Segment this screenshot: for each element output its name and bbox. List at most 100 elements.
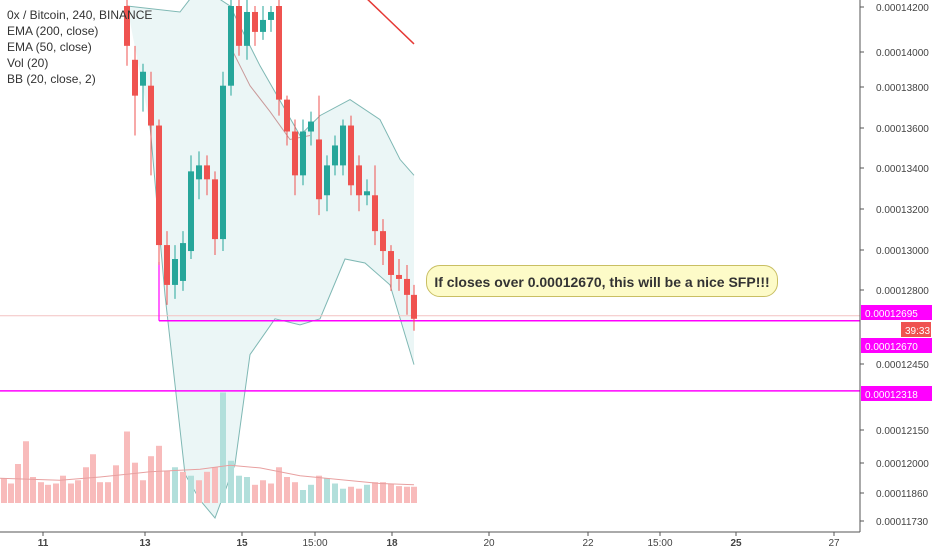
volume-bar <box>124 431 130 503</box>
volume-bar <box>113 465 119 503</box>
volume-bar <box>164 470 170 503</box>
time-axis-label: 15:00 <box>647 538 672 549</box>
price-axis-label: 0.00013600 <box>876 124 929 135</box>
volume-bar <box>132 462 138 503</box>
volume-bar <box>68 483 74 503</box>
bollinger-lower-line <box>149 125 415 519</box>
indicator-bollinger[interactable]: BB (20, close, 2) <box>7 72 96 86</box>
candle-body <box>396 274 402 279</box>
time-axis-label: 22 <box>582 538 594 549</box>
price-axis-label: 0.00013800 <box>876 83 929 94</box>
price-axis-label: 0.00011730 <box>876 517 929 528</box>
candle-body <box>252 11 258 32</box>
candle-body <box>332 145 338 166</box>
volume-bar <box>38 482 44 503</box>
volume-bar <box>276 467 282 503</box>
price-axis-label: 0.00012150 <box>876 426 929 437</box>
volume-bar <box>356 488 362 503</box>
candle-body <box>292 131 298 176</box>
price-axis-label: 0.00012800 <box>876 286 929 297</box>
level-1-price-label: 0.00012670 <box>865 342 918 353</box>
price-axis-label: 0.00012450 <box>876 360 929 371</box>
price-axis-label: 0.00014000 <box>876 48 929 59</box>
price-axis-label: 0.00013000 <box>876 246 929 257</box>
volume-bar <box>348 486 354 503</box>
volume-bar <box>97 482 103 503</box>
indicator-volume[interactable]: Vol (20) <box>7 56 49 70</box>
volume-bar <box>244 477 250 503</box>
volume-ma-line <box>0 464 415 486</box>
time-axis-label: 20 <box>483 538 495 549</box>
volume-bar <box>180 471 186 503</box>
indicator-ema200[interactable]: EMA (200, close) <box>7 24 99 38</box>
volume-bar <box>388 483 394 503</box>
candle-body <box>260 19 266 32</box>
volume-bar <box>284 477 290 503</box>
volume-bar <box>172 467 178 503</box>
chart-legend: 0x / Bitcoin, 240, BINANCE EMA (200, clo… <box>7 7 152 87</box>
volume-bar <box>75 480 81 503</box>
volume-bar <box>156 445 162 503</box>
candle-body <box>228 6 234 86</box>
volume-bar <box>60 475 66 503</box>
candle-body <box>380 231 386 252</box>
volume-bar <box>53 483 59 503</box>
price-axis-label: 0.00013200 <box>876 205 929 216</box>
candle-body <box>411 294 417 319</box>
volume-bar <box>260 480 266 503</box>
volume-bar <box>90 454 96 503</box>
countdown-label-bg <box>901 322 931 337</box>
bollinger-band-fill <box>127 0 414 518</box>
volume-bar <box>372 482 378 503</box>
annotation-callout[interactable]: If closes over 0.00012670, this will be … <box>426 265 778 297</box>
volume-bar <box>332 483 338 503</box>
time-axis-label: 18 <box>386 538 398 549</box>
candle-body <box>124 6 130 46</box>
candle-body <box>236 6 242 46</box>
candle-body <box>324 165 330 196</box>
candle-body <box>180 243 186 281</box>
volume-bar <box>364 484 370 503</box>
level-2-price-label: 0.00012318 <box>865 390 918 401</box>
volume-bar <box>404 486 410 503</box>
candle-body <box>244 11 250 46</box>
candle-body <box>316 139 322 200</box>
time-axis-label: 11 <box>38 538 49 549</box>
indicator-ema50[interactable]: EMA (50, close) <box>7 40 92 54</box>
candle-body <box>132 59 138 96</box>
volume-bar <box>15 464 21 503</box>
volume-bar <box>316 475 322 503</box>
candle-body <box>164 245 170 285</box>
time-axis-label: 25 <box>730 538 742 549</box>
symbol-title: 0x / Bitcoin, 240, BINANCE <box>7 8 153 22</box>
candle-body <box>404 278 410 295</box>
volume-bar <box>204 471 210 503</box>
candle-body <box>268 11 274 20</box>
volume-bar <box>148 456 154 503</box>
volume-bar <box>396 486 402 503</box>
candle-body <box>388 251 394 275</box>
volume-bar <box>252 484 258 503</box>
level-2-price-label-bg <box>861 386 932 401</box>
time-axis-label: 15:00 <box>302 538 327 549</box>
volume-bar <box>220 392 226 503</box>
current-price-label-bg <box>861 305 932 320</box>
candle-body <box>196 165 202 180</box>
countdown-label: 39:33 <box>905 326 930 337</box>
candle-body <box>188 171 194 252</box>
candle-body <box>356 165 362 196</box>
candle-body <box>140 71 146 86</box>
volume-bar <box>196 480 202 503</box>
time-axis-label: 27 <box>828 538 840 549</box>
volume-bar <box>30 477 36 503</box>
volume-bar <box>324 478 330 503</box>
volume-bar <box>212 467 218 503</box>
volume-bar <box>236 475 242 503</box>
price-axis-label: 0.00013400 <box>876 164 929 175</box>
volume-bar <box>300 490 306 503</box>
volume-bar <box>188 475 194 503</box>
price-axis-label: 0.00011860 <box>876 489 929 500</box>
volume-bar <box>380 482 386 503</box>
candle-body <box>364 191 370 196</box>
